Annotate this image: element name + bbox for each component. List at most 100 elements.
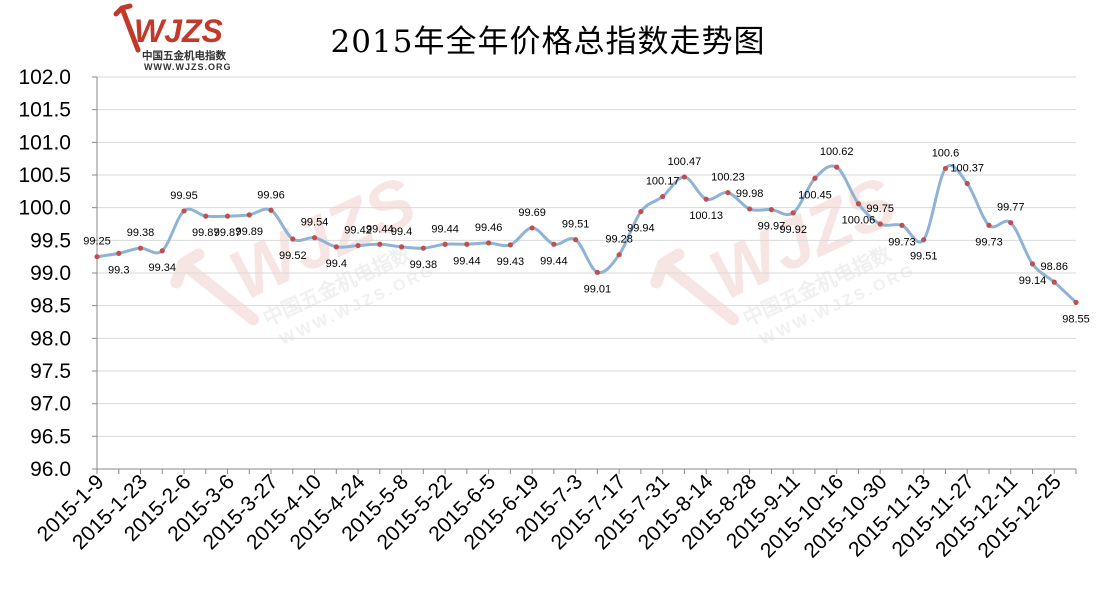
- data-point: [921, 237, 927, 243]
- data-label: 99.96: [257, 189, 285, 201]
- data-label: 99.34: [149, 262, 177, 274]
- data-label: 99.3: [108, 264, 129, 276]
- data-point: [1029, 261, 1036, 267]
- data-label: 100.23: [711, 172, 745, 184]
- data-point: [834, 164, 840, 170]
- y-tick-label: 96.5: [30, 425, 71, 448]
- series-line: [96, 164, 1078, 304]
- data-point: [420, 245, 426, 251]
- data-label: 99.69: [518, 207, 546, 219]
- data-label: 100.47: [668, 156, 702, 168]
- gridlines: [97, 76, 1076, 470]
- data-point: [681, 174, 688, 180]
- y-tick-label: 100.0: [18, 197, 71, 220]
- data-label: 99.97: [758, 221, 786, 233]
- data-label: 99.98: [736, 188, 764, 200]
- y-axis: 96.0 96.5 97.0 97.5 98.0 98.5 99.0 99.5 100.0 100…: [18, 66, 98, 481]
- logo-arrow-icon: [113, 3, 141, 53]
- data-point: [573, 237, 579, 243]
- data-label: 99.54: [301, 217, 329, 229]
- data-point: [181, 208, 187, 214]
- data-point: [1073, 299, 1079, 305]
- data-point: [507, 242, 513, 248]
- data-markers: [94, 164, 1079, 305]
- data-label: 100.45: [798, 189, 832, 201]
- data-label: 99.94: [627, 223, 655, 235]
- data-point: [747, 206, 753, 212]
- data-label: 99.73: [975, 236, 1003, 248]
- data-point: [203, 213, 209, 219]
- y-tick-label: 100.5: [18, 164, 71, 187]
- data-point: [442, 241, 448, 247]
- data-point: [137, 245, 144, 251]
- data-label: 99.44: [453, 255, 481, 267]
- data-label: 98.55: [1062, 313, 1090, 325]
- watermark-arrow-icon: [650, 248, 740, 326]
- data-label: 99.42: [344, 225, 372, 237]
- data-point: [464, 241, 470, 247]
- watermark-2: WJZS 中国五金机电指数 WWW.WJZS.ORG: [650, 162, 919, 349]
- y-tick-label: 98.5: [30, 295, 71, 318]
- data-label: 99.51: [910, 251, 938, 263]
- data-point: [768, 207, 775, 213]
- data-label: 99.28: [605, 234, 633, 246]
- y-tick-label: 99.5: [30, 229, 71, 252]
- data-point: [855, 201, 862, 207]
- data-point: [333, 244, 339, 250]
- data-label: 100.62: [820, 146, 854, 158]
- data-label: 99.4: [391, 226, 412, 238]
- data-point: [1051, 279, 1057, 285]
- data-label: 99.51: [562, 219, 590, 231]
- data-label: 100.13: [689, 210, 723, 222]
- data-point: [812, 175, 818, 181]
- data-label: 99.89: [236, 226, 264, 238]
- brand-logo: WJZS 中国五金机电指数 WWW.WJZS.ORG: [113, 3, 231, 72]
- watermark-arrow-icon: [170, 248, 260, 326]
- data-label: 99.43: [497, 256, 525, 268]
- data-point: [790, 210, 796, 216]
- data-point: [725, 190, 731, 196]
- data-point: [899, 222, 905, 228]
- data-point: [703, 196, 709, 202]
- data-point: [1008, 220, 1014, 226]
- data-point: [877, 221, 883, 227]
- data-point: [398, 244, 405, 250]
- data-point: [638, 208, 644, 215]
- data-label: 100.6: [932, 147, 960, 159]
- data-point: [986, 222, 992, 228]
- data-label: 99.01: [584, 283, 612, 295]
- data-point: [94, 254, 100, 260]
- data-point: [964, 180, 970, 187]
- x-axis: 2015-1-92015-1-232015-2-62015-3-62015-3-…: [33, 468, 1077, 562]
- data-label: 99.44: [366, 223, 394, 235]
- data-label: 98.86: [1040, 261, 1068, 273]
- data-label: 99.73: [888, 236, 916, 248]
- data-point: [942, 165, 949, 172]
- logo-text: WJZS: [134, 13, 224, 49]
- data-label: 99.46: [475, 222, 503, 234]
- y-tick-label: 97.5: [30, 360, 71, 383]
- data-point: [246, 212, 252, 218]
- data-label: 99.95: [170, 190, 198, 202]
- data-point: [311, 235, 318, 241]
- y-tick-label: 96.0: [30, 458, 71, 481]
- data-label: 99.87: [192, 227, 220, 239]
- data-label: 99.77: [997, 202, 1025, 214]
- data-point: [486, 240, 492, 246]
- y-tick-label: 102.0: [18, 66, 71, 89]
- data-point: [224, 213, 231, 219]
- y-tick-label: 101.0: [18, 131, 71, 154]
- data-label: 100.06: [842, 215, 876, 227]
- data-label: 99.14: [1019, 275, 1047, 287]
- data-label: 99.87: [214, 227, 242, 239]
- watermark-1: WJZS 中国五金机电指数 WWW.WJZS.ORG: [170, 162, 439, 349]
- data-point: [159, 248, 165, 254]
- data-point: [594, 269, 600, 275]
- data-label: 100.37: [950, 162, 984, 174]
- data-point: [290, 236, 296, 242]
- data-point: [616, 252, 622, 258]
- data-labels: 99.2599.399.3899.3499.9599.8799.8799.899…: [83, 146, 1090, 325]
- y-tick-label: 101.5: [18, 99, 71, 122]
- data-point: [529, 225, 535, 231]
